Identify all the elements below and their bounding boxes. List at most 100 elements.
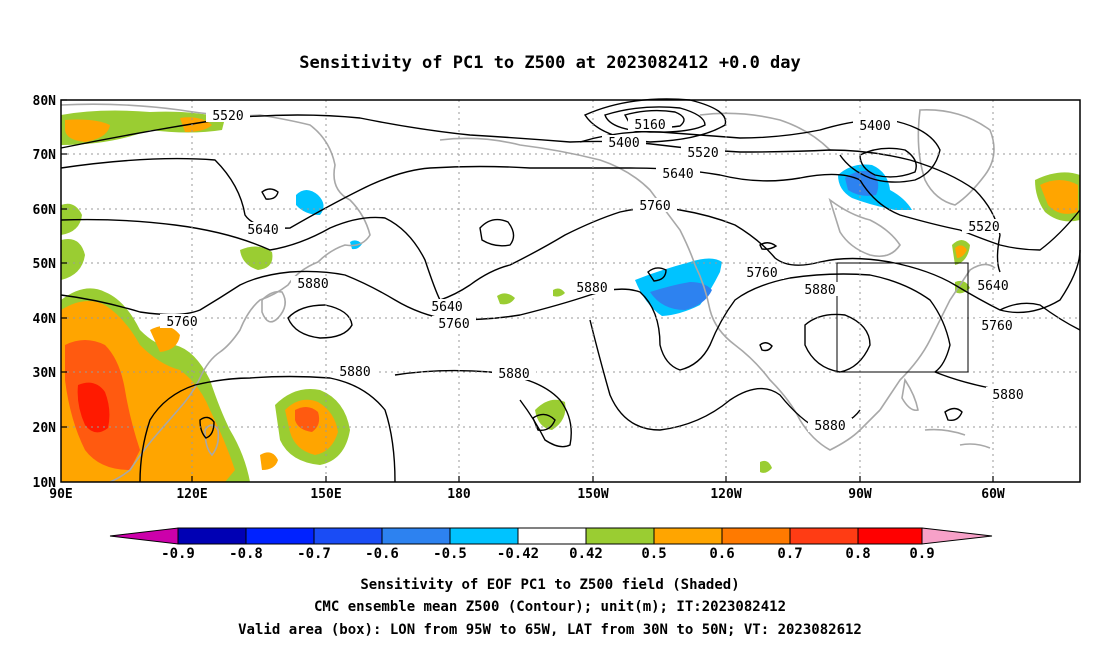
shade-newfoundland-orange: [955, 245, 967, 258]
colorbar-segment: [721, 527, 791, 545]
figure-title: Sensitivity of PC1 to Z500 at 2023082412…: [299, 53, 801, 73]
lat-label: 40N: [33, 312, 57, 327]
longitude-labels: 90E 120E 150E 180 150W 120W 90W 60W: [49, 487, 1005, 502]
svg-text:5760: 5760: [438, 317, 469, 332]
colorbar-label: -0.5: [433, 546, 467, 562]
svg-text:5520: 5520: [212, 109, 243, 124]
contour-high-pac1: [287, 304, 353, 339]
colorbar-segment: [857, 527, 923, 545]
contour-label: 5520: [681, 145, 725, 161]
svg-text:5400: 5400: [859, 119, 890, 134]
colorbar-segment: [381, 527, 451, 545]
svg-text:5640: 5640: [662, 167, 693, 182]
svg-text:5520: 5520: [968, 220, 999, 235]
svg-text:5640: 5640: [247, 223, 278, 238]
contour-label: 5880: [291, 276, 335, 292]
contour-5880-mid: [394, 369, 572, 448]
contour-5880-south: [139, 375, 396, 483]
contour-small6: [944, 407, 963, 422]
colorbar-high-arrow: [921, 527, 993, 545]
lon-label: 120W: [710, 487, 741, 502]
contour-label: 5880: [798, 282, 842, 298]
map-panel: 5520 5160 5400 5520 5400 5640: [60, 98, 1081, 483]
colorbar-segment: [245, 527, 315, 545]
contour-5880-main: [60, 270, 991, 389]
svg-text:5520: 5520: [687, 146, 718, 161]
shade-siberia-orange2: [180, 117, 212, 132]
coast-north-america: [694, 264, 881, 451]
lon-label: 60W: [981, 487, 1005, 502]
colorbar-segment: [585, 527, 655, 545]
colorbar-segment: [789, 527, 859, 545]
shade-wpac-small: [260, 452, 278, 470]
lat-label: 70N: [33, 148, 57, 163]
colorbar-label: -0.6: [365, 546, 399, 562]
shade-siberia-orange: [65, 119, 110, 142]
colorbar-segment: [517, 527, 587, 545]
contour-label: 5400: [853, 118, 897, 134]
lon-label: 90W: [848, 487, 872, 502]
contour-label: 5760: [740, 265, 784, 281]
coast-florida: [901, 377, 919, 412]
contour-label: 5880: [808, 418, 852, 434]
contour-label: 5640: [656, 166, 700, 182]
shade-se-asia-max: [77, 382, 110, 433]
contour-label: 5640: [241, 222, 285, 238]
svg-text:5880: 5880: [297, 277, 328, 292]
shade-kamchatka-green: [240, 246, 273, 270]
axis-ticks: [61, 99, 994, 482]
caption-line-3: Valid area (box): LON from 95W to 65W, L…: [238, 622, 862, 638]
contour-label: 5880: [986, 387, 1030, 403]
shade-caribbean-green: [760, 460, 772, 473]
lon-label: 90E: [49, 487, 72, 502]
svg-text:5760: 5760: [746, 266, 777, 281]
latitude-labels: 80N 70N 60N 50N 40N 30N 20N 10N: [33, 94, 57, 491]
svg-text:5400: 5400: [608, 136, 639, 151]
contour-labels: 5520 5160 5400 5520 5400 5640: [160, 108, 1030, 434]
svg-text:5760: 5760: [166, 315, 197, 330]
shade-bengal-green: [61, 239, 85, 280]
contour-high-atl: [999, 302, 1081, 331]
colorbar-low-arrow: [109, 527, 179, 545]
svg-text:5760: 5760: [981, 319, 1012, 334]
coast-greenland: [917, 109, 995, 206]
caption-line-2: CMC ensemble mean Z500 (Contour); unit(m…: [314, 599, 786, 615]
contour-greenland-low: [859, 147, 917, 178]
colorbar-segment: [653, 527, 723, 545]
coast-east-us: [879, 263, 996, 411]
coast-hudson: [828, 197, 901, 258]
shade-mid-pacific-green: [535, 399, 566, 430]
contour-small3: [759, 342, 773, 352]
colorbar-label: 0.6: [709, 546, 734, 562]
shade-dateline-green: [497, 293, 515, 305]
contour-label: 5880: [492, 366, 536, 382]
contour-5520: [60, 114, 1001, 273]
contour-label: 5760: [975, 318, 1019, 334]
svg-text:5640: 5640: [431, 300, 462, 315]
svg-text:5640: 5640: [977, 279, 1008, 294]
colorbar-label: 0.9: [909, 546, 934, 562]
contour-label: 5400: [602, 135, 646, 151]
contour-label: 5640: [971, 278, 1015, 294]
lon-label: 150W: [577, 487, 608, 502]
lat-label: 10N: [33, 476, 57, 491]
lat-label: 30N: [33, 366, 57, 381]
coast-alaska: [439, 137, 696, 266]
colorbar-label: -0.9: [161, 546, 195, 562]
contour-label: 5880: [570, 280, 614, 296]
shade-atlantic-orange: [1040, 180, 1078, 214]
contour-label: 5640: [425, 299, 469, 315]
colorbar-label: -0.42: [497, 546, 539, 562]
svg-text:5880: 5880: [576, 281, 607, 296]
lat-label: 60N: [33, 203, 57, 218]
contour-small4: [759, 242, 778, 250]
svg-text:5880: 5880: [992, 388, 1023, 403]
contour-label: 5760: [160, 314, 204, 330]
colorbar-label: 0.5: [641, 546, 666, 562]
lat-label: 20N: [33, 421, 57, 436]
colorbar-label: -0.7: [297, 546, 331, 562]
contour-high-us: [804, 313, 871, 373]
colorbar-label: 0.8: [845, 546, 870, 562]
coast-asia: [60, 103, 371, 483]
